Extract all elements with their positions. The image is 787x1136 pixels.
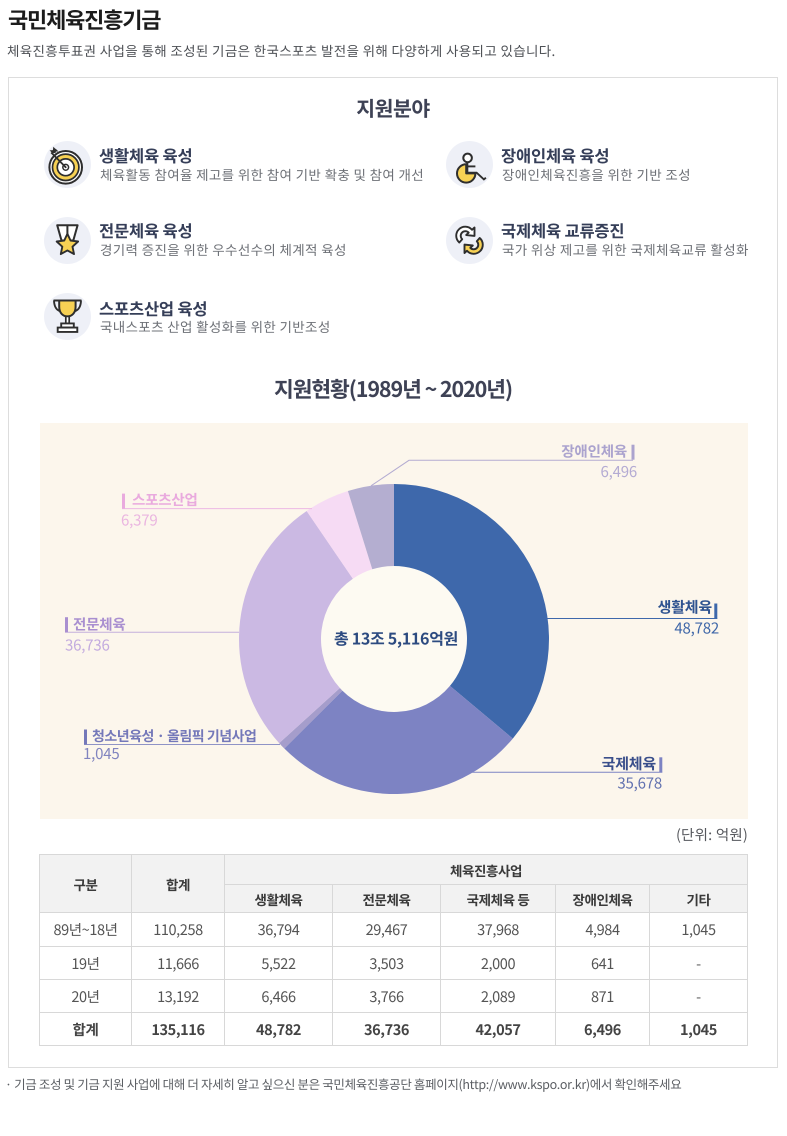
svg-text:6,379: 6,379 [121,510,157,531]
svg-text:장애인체육: 장애인체육 [561,441,627,462]
svg-text:전문체육: 전문체육 [73,614,126,635]
svg-text:총 13조 5,116억원: 총 13조 5,116억원 [334,626,458,650]
svg-text:48,782: 48,782 [674,618,719,639]
svg-text:청소년육성 · 올림픽 기념사업: 청소년육성 · 올림픽 기념사업 [92,726,256,746]
svg-text:6,496: 6,496 [601,461,637,482]
svg-text:1,045: 1,045 [83,743,119,764]
svg-text:스포츠산업: 스포츠산업 [132,489,198,510]
svg-text:35,678: 35,678 [617,773,662,794]
svg-text:36,736: 36,736 [65,635,110,656]
svg-text:생활체육: 생활체육 [658,597,713,618]
svg-text:국제체육: 국제체육 [602,753,657,774]
